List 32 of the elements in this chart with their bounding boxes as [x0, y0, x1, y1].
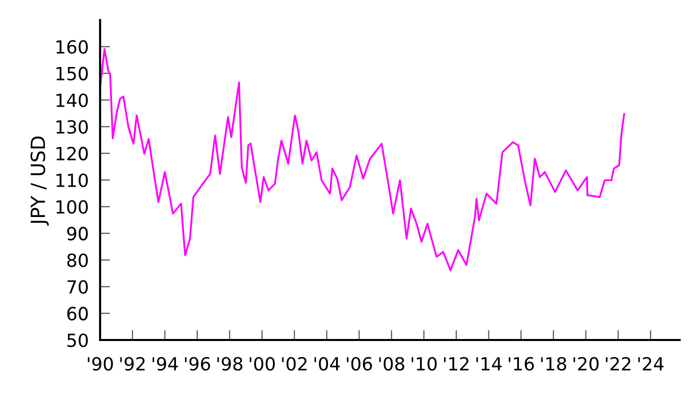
x-tick-label: '04 [314, 356, 340, 371]
x-tick-label: '92 [120, 356, 145, 371]
y-tick-label: 140 [56, 93, 88, 108]
x-tick-label: '96 [185, 356, 210, 371]
x-tick-label: '10 [412, 356, 437, 371]
x-tick-label: '02 [282, 356, 307, 371]
y-tick-label: 50 [67, 333, 88, 348]
x-tick-label: '20 [574, 356, 599, 371]
y-axis-title: JPY / USD [30, 136, 49, 226]
y-tick-label: 70 [67, 280, 88, 294]
y-tick-label: 80 [67, 253, 88, 268]
y-tick-label: 150 [56, 66, 88, 80]
x-tick-label: '24 [638, 356, 664, 370]
y-tick-label: 110 [56, 173, 88, 188]
x-tick-label: '98 [217, 356, 242, 371]
x-tick-label: '94 [152, 356, 178, 371]
x-tick-label: '12 [444, 356, 468, 370]
y-tick-label: 60 [67, 306, 88, 320]
y-tick-label: 120 [56, 146, 88, 160]
y-tick-label: 160 [56, 40, 88, 54]
line-series [100, 48, 626, 272]
x-tick-label: '08 [379, 356, 404, 371]
y-tick-label: 90 [67, 226, 88, 240]
x-tick-label: '00 [250, 356, 275, 371]
x-tick-label: '18 [541, 356, 566, 371]
x-tick-label: '16 [508, 356, 534, 371]
x-tick-label: '14 [476, 357, 502, 370]
x-tick-label: '06 [346, 356, 372, 371]
y-tick-label: 130 [56, 120, 88, 134]
x-tick-label: '90 [88, 356, 113, 371]
y-tick-label: 100 [56, 200, 88, 214]
x-tick-label: '22 [606, 356, 630, 370]
